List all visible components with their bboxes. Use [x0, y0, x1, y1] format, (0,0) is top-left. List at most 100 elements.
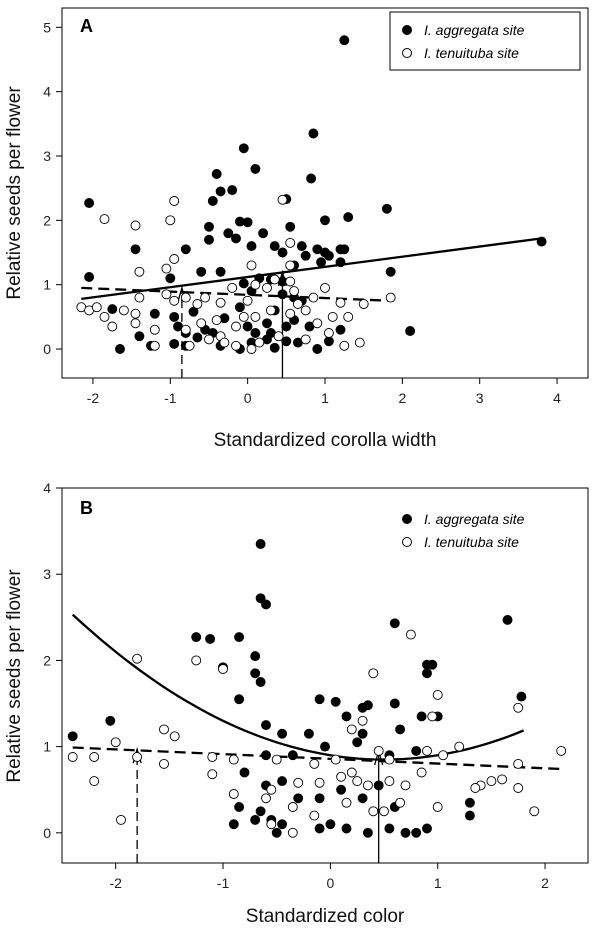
data-point-tenuituba	[346, 767, 357, 778]
panel-b-letter: B	[80, 498, 93, 518]
data-point-tenuituba	[228, 754, 239, 765]
panel-a-legend-label-tenuituba: I. tenuituba site	[424, 45, 519, 61]
data-point-tenuituba	[169, 254, 180, 264]
data-point-tenuituba	[132, 752, 143, 762]
data-point-aggregata	[227, 185, 238, 196]
data-point-tenuituba	[200, 292, 211, 303]
data-point-tenuituba	[330, 754, 341, 765]
data-point-tenuituba	[219, 337, 230, 348]
data-point-aggregata	[362, 700, 373, 711]
data-point-aggregata	[228, 819, 239, 830]
data-point-aggregata	[400, 827, 411, 838]
data-point-aggregata	[105, 715, 116, 726]
data-point-aggregata	[215, 186, 226, 197]
data-point-tenuituba	[309, 810, 320, 821]
data-point-tenuituba	[169, 196, 180, 206]
data-point-aggregata	[339, 244, 350, 255]
panel-b-legend-label-tenuituba: I. tenuituba site	[424, 534, 519, 550]
x-tick-label: -2	[87, 390, 100, 406]
data-point-aggregata	[246, 241, 257, 252]
data-point-tenuituba	[405, 629, 416, 640]
x-tick-label: -1	[164, 390, 177, 406]
data-point-aggregata	[314, 694, 325, 705]
data-point-tenuituba	[358, 299, 369, 309]
panel-b-y-axis: 0 1 2 3 4	[43, 480, 62, 841]
data-point-aggregata	[285, 221, 296, 232]
data-point-aggregata	[464, 797, 475, 808]
data-point-aggregata	[231, 233, 241, 244]
data-point-aggregata	[234, 302, 245, 313]
data-point-tenuituba	[130, 318, 141, 329]
data-point-aggregata	[258, 228, 269, 239]
panel-b-legend: I. aggregata site I. tenuituba site	[392, 505, 580, 563]
x-tick-label: 1	[434, 875, 442, 891]
y-tick-label: 0	[43, 341, 51, 357]
data-point-aggregata	[169, 338, 180, 349]
data-point-tenuituba	[266, 784, 277, 795]
data-point-tenuituba	[218, 664, 228, 674]
data-point-tenuituba	[285, 260, 296, 271]
data-point-aggregata	[261, 599, 271, 610]
data-point-tenuituba	[67, 752, 78, 762]
data-point-tenuituba	[161, 263, 172, 274]
data-point-aggregata	[165, 273, 176, 284]
data-point-aggregata	[277, 776, 288, 787]
data-point-tenuituba	[262, 282, 272, 293]
data-point-aggregata	[308, 128, 319, 139]
data-point-tenuituba	[207, 769, 218, 780]
data-point-tenuituba	[416, 767, 427, 778]
data-point-tenuituba	[159, 758, 169, 769]
data-point-aggregata	[238, 143, 249, 154]
data-point-tenuituba	[149, 340, 160, 351]
data-point-tenuituba	[269, 274, 280, 285]
data-point-tenuituba	[384, 754, 395, 765]
fit-line	[72, 746, 562, 771]
data-point-tenuituba	[379, 806, 389, 817]
data-point-aggregata	[341, 711, 352, 722]
data-point-aggregata	[271, 827, 282, 838]
x-tick-label: 3	[476, 390, 484, 406]
y-tick-label: 1	[43, 739, 51, 755]
data-point-tenuituba	[107, 321, 118, 332]
x-tick-label: -1	[217, 875, 230, 891]
data-point-tenuituba	[327, 311, 338, 322]
data-point-tenuituba	[362, 780, 373, 791]
data-point-aggregata	[320, 215, 330, 226]
data-point-tenuituba	[228, 789, 239, 799]
data-point-tenuituba	[323, 328, 334, 338]
data-point-tenuituba	[261, 793, 271, 804]
data-point-aggregata	[115, 344, 125, 354]
data-point-tenuituba	[246, 344, 257, 354]
data-point-aggregata	[281, 336, 292, 347]
data-point-aggregata	[250, 328, 261, 338]
data-point-tenuituba	[161, 289, 172, 300]
data-point-tenuituba	[169, 731, 180, 742]
x-tick-label: 0	[244, 390, 252, 406]
panel-a-fit-lines	[81, 237, 542, 302]
data-point-aggregata	[130, 244, 141, 255]
data-point-tenuituba	[130, 308, 141, 319]
data-point-tenuituba	[165, 215, 176, 226]
y-tick-label: 1	[43, 277, 51, 293]
data-point-aggregata	[234, 632, 245, 643]
data-point-aggregata	[516, 691, 527, 702]
data-point-aggregata	[255, 539, 266, 549]
data-point-aggregata	[277, 819, 288, 830]
x-tick-label: 1	[321, 390, 329, 406]
data-point-aggregata	[536, 236, 547, 247]
data-point-aggregata	[316, 257, 327, 268]
data-point-tenuituba	[312, 318, 323, 329]
data-point-tenuituba	[385, 292, 396, 303]
x-tick-label: -2	[109, 875, 122, 891]
data-point-aggregata	[335, 257, 346, 268]
y-tick-label: 4	[43, 480, 51, 496]
data-point-aggregata	[204, 234, 214, 245]
data-point-tenuituba	[314, 777, 325, 788]
panel-a-x-axis-title: Standardized corolla width	[214, 430, 437, 451]
data-point-tenuituba	[529, 806, 540, 817]
data-point-tenuituba	[432, 689, 443, 700]
panel-a-y-axis-title: Relative seeds per flower	[4, 86, 25, 300]
data-point-aggregata	[395, 724, 406, 735]
data-point-aggregata	[335, 324, 346, 335]
data-point-tenuituba	[384, 776, 395, 787]
